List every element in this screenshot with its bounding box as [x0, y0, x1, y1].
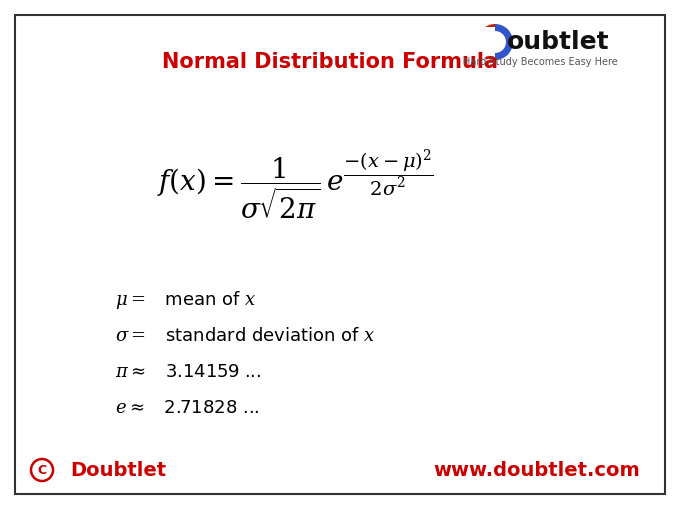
- Text: $e \approx\;$  2.71828 ...: $e \approx\;$ 2.71828 ...: [115, 399, 260, 417]
- Wedge shape: [495, 24, 513, 60]
- Text: oubtlet: oubtlet: [507, 30, 609, 54]
- Text: Normal Distribution Formula: Normal Distribution Formula: [162, 52, 498, 72]
- Text: www.doubtlet.com: www.doubtlet.com: [433, 461, 640, 479]
- Text: Doubtlet: Doubtlet: [70, 461, 166, 479]
- Wedge shape: [477, 24, 495, 60]
- Wedge shape: [495, 31, 506, 53]
- Text: $\pi \approx\;$  3.14159 ...: $\pi \approx\;$ 3.14159 ...: [115, 363, 261, 381]
- FancyBboxPatch shape: [15, 15, 665, 494]
- Text: Hard Study Becomes Easy Here: Hard Study Becomes Easy Here: [462, 57, 617, 67]
- Text: $f(x) = \dfrac{1}{\sigma\sqrt{2\pi}}\, e^{\dfrac{-(x-\mu)^2}{2\sigma^2}}$: $f(x) = \dfrac{1}{\sigma\sqrt{2\pi}}\, e…: [156, 148, 433, 222]
- Text: $\mu =\;$  mean of $x$: $\mu =\;$ mean of $x$: [115, 289, 256, 311]
- FancyBboxPatch shape: [477, 27, 495, 57]
- Text: $\sigma =\;$  standard deviation of $x$: $\sigma =\;$ standard deviation of $x$: [115, 327, 375, 345]
- Text: C: C: [37, 464, 46, 476]
